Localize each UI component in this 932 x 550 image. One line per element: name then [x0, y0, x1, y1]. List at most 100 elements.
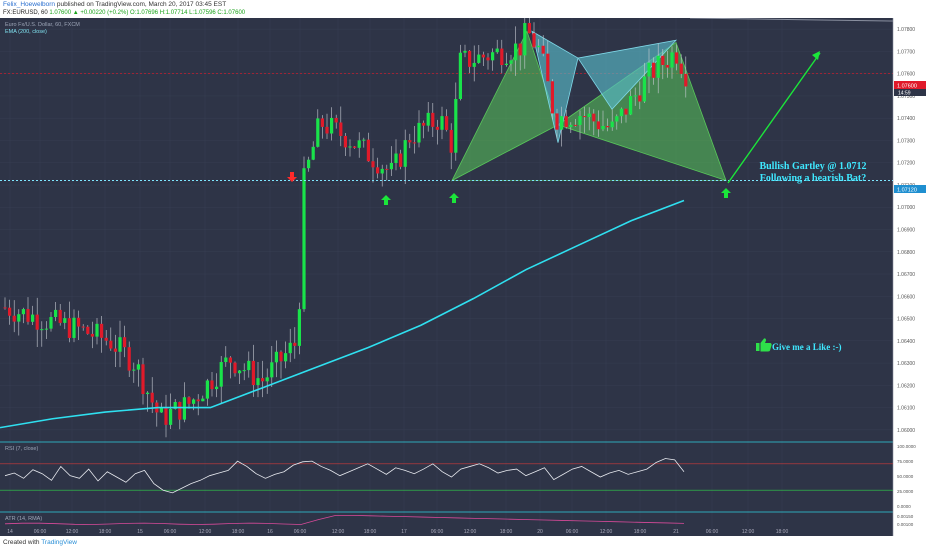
candle — [472, 62, 476, 67]
svg-text:1.07600: 1.07600 — [897, 84, 917, 90]
time-tick-label: 06:00 — [431, 529, 444, 535]
price-tick-label: 1.06700 — [897, 272, 915, 278]
candle — [242, 370, 246, 372]
candle — [77, 317, 81, 327]
candle — [40, 329, 44, 331]
candle — [514, 43, 518, 61]
candle — [546, 53, 550, 82]
candle — [274, 351, 278, 363]
time-tick-label: 12:00 — [66, 529, 79, 535]
pattern-annotation-line1: Bullish Gartley @ 1.0712 — [759, 161, 866, 172]
time-tick-label: 16 — [267, 529, 273, 535]
candle — [251, 360, 255, 386]
candle — [523, 23, 527, 56]
candle — [541, 45, 545, 54]
candle — [196, 399, 200, 402]
price-tick-label: 1.07600 — [897, 72, 915, 78]
time-tick-label: 18:00 — [364, 529, 377, 535]
candle — [532, 33, 536, 48]
candle — [670, 52, 674, 68]
candle — [371, 161, 375, 168]
time-tick-label: 12:00 — [742, 529, 755, 535]
candle — [81, 326, 85, 328]
time-tick-label: 12:00 — [199, 529, 212, 535]
price-tick-label: 1.07300 — [897, 138, 915, 144]
created-with-text: Created with — [3, 539, 40, 546]
rsi-legend: RSI (7, close) — [5, 446, 38, 452]
candle — [54, 309, 58, 318]
time-tick-label: 21 — [673, 529, 679, 535]
candle — [449, 129, 453, 153]
candle — [325, 126, 329, 134]
series-legend: Euro Fx/U.S. Dollar, 60, FXCM — [5, 22, 80, 28]
candle — [569, 124, 573, 128]
ema-legend: EMA (200, close) — [5, 29, 47, 35]
candle — [224, 357, 228, 363]
atr-legend: ATR (14, RMA) — [5, 516, 42, 522]
candle — [504, 63, 508, 66]
level-price-badge: 1.07120 — [894, 185, 926, 194]
buy-arrow — [381, 195, 391, 205]
candle — [583, 116, 587, 118]
candle — [182, 397, 186, 420]
pattern-annotation-line2: Following a bearish Bat? — [760, 173, 866, 184]
candle — [357, 140, 361, 148]
candle — [606, 125, 610, 128]
candle — [555, 113, 559, 130]
candle — [408, 140, 412, 143]
candle — [159, 407, 163, 413]
candle — [169, 408, 173, 425]
candle — [44, 328, 48, 330]
candle — [500, 48, 504, 66]
candle — [652, 62, 656, 78]
time-tick-label: 18:00 — [634, 529, 647, 535]
candle — [587, 113, 591, 118]
symbol-label: FX:EURUSD, 60 — [3, 10, 48, 16]
author-link[interactable]: Felix_Hoewelborn — [3, 1, 56, 8]
time-tick-label: 18:00 — [99, 529, 112, 535]
atr-pane: 0.00150 0.00100 — [4, 514, 914, 527]
candle — [661, 55, 665, 65]
candle — [348, 146, 352, 148]
candle — [192, 399, 196, 404]
candle — [560, 116, 564, 130]
atr-tick-label: 0.00100 — [897, 522, 914, 527]
publish-header: Felix_Hoewelborn published on TradingVie… — [3, 1, 226, 8]
candle — [403, 140, 407, 167]
candle — [362, 139, 366, 141]
candle — [629, 96, 633, 115]
candle — [123, 337, 127, 348]
price-chart[interactable]: 1.07800 1.07700 1.07600 1.07500 1.07400 1.073… — [0, 18, 932, 536]
price-tick-label: 1.06600 — [897, 294, 915, 300]
candle — [219, 362, 223, 387]
published-text: published on TradingView.com, March 20, … — [56, 1, 227, 8]
tradingview-logo[interactable]: TradingView — [41, 539, 77, 546]
price-tick-label: 1.06800 — [897, 250, 915, 256]
time-tick-label: 12:00 — [600, 529, 613, 535]
candle — [596, 121, 600, 130]
candle — [247, 360, 251, 371]
candle — [72, 317, 76, 338]
rsi-tick-label: 75.0000 — [897, 459, 914, 464]
plot-background — [0, 18, 893, 536]
candle — [104, 337, 108, 341]
candle — [665, 64, 669, 68]
candle — [49, 317, 53, 329]
candle — [509, 60, 513, 64]
time-tick-label: 06:00 — [164, 529, 177, 535]
candle — [178, 402, 182, 420]
candle — [615, 116, 619, 122]
candle — [141, 364, 145, 395]
candle — [21, 309, 25, 315]
price-tick-label: 1.06100 — [897, 406, 915, 412]
candle — [495, 48, 499, 53]
candle — [113, 348, 117, 352]
candle — [633, 95, 637, 97]
candle — [440, 116, 444, 130]
candle — [100, 323, 104, 338]
candle — [468, 50, 472, 67]
candle — [366, 139, 370, 162]
candle — [297, 309, 301, 346]
candle — [109, 340, 113, 349]
